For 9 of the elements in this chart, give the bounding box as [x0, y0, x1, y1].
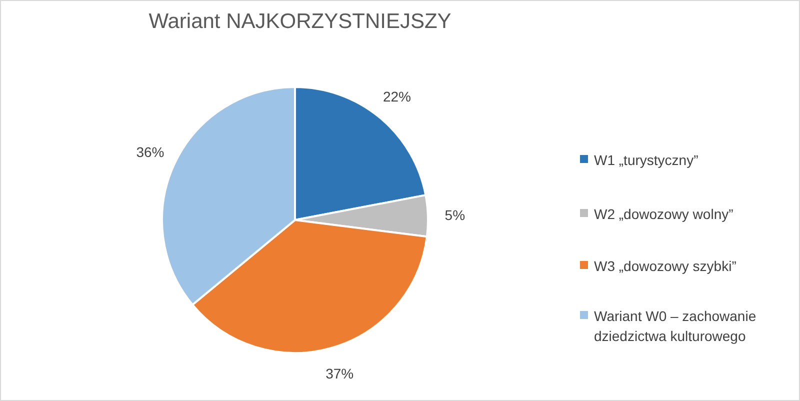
legend-label: W1 „turystyczny”	[594, 152, 699, 168]
data-label: 36%	[136, 144, 164, 160]
data-label: 22%	[382, 88, 412, 105]
data-label: 37%	[326, 366, 354, 382]
data-label: 5%	[444, 206, 466, 223]
legend-label: W3 „dowozowy szybki”	[594, 258, 737, 274]
chart-title: Wariant NAJKORZYSTNIEJSZY	[148, 10, 452, 33]
legend-label: W2 „dowozowy wolny”	[594, 206, 734, 222]
legend-label: Wariant W0 – zachowanie dziedzictwa kulturowego	[594, 308, 756, 344]
